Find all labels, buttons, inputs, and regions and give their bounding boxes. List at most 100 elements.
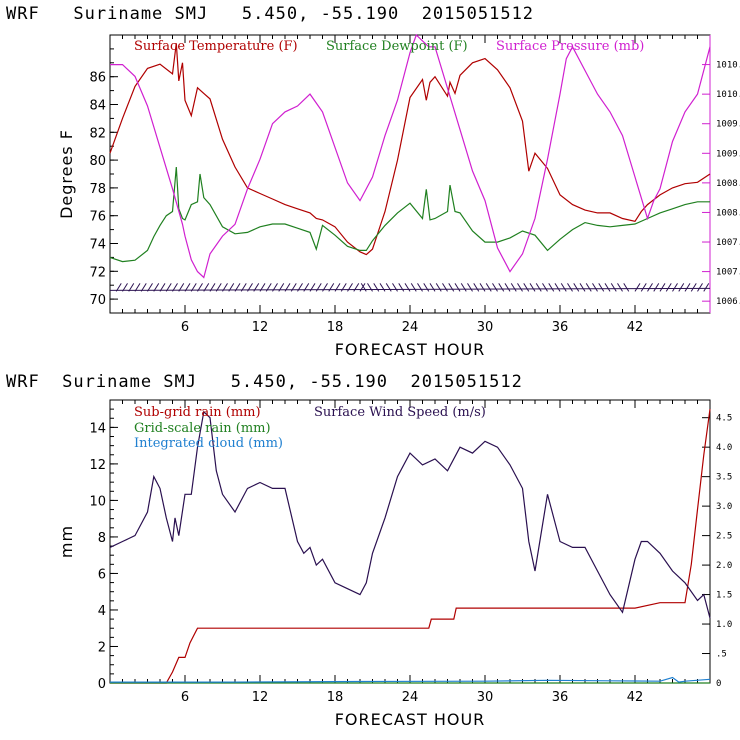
y-tick-label: 82	[89, 126, 106, 141]
y2-tick-label: 1010.0	[716, 90, 740, 100]
wind-barb	[697, 283, 703, 292]
wind-barb	[678, 283, 685, 292]
wind-barb	[140, 283, 147, 292]
wind-barb	[385, 283, 392, 292]
y-tick-label: 76	[89, 210, 106, 225]
chart-header-top: WRF Suriname SMJ 5.450, -55.190 20150515…	[6, 4, 535, 24]
y2-tick-label: 1009.5	[716, 120, 740, 130]
wind-barb	[684, 283, 691, 292]
wind-barb	[284, 283, 291, 292]
series-line-1	[109, 166, 710, 263]
y-tick-label: 86	[89, 71, 106, 86]
wind-barb	[504, 283, 511, 292]
x-tick-label: 12	[252, 320, 269, 335]
wind-barb	[184, 283, 191, 292]
wind-barb	[448, 283, 455, 292]
wind-barb	[328, 283, 335, 292]
y2-tick-label: 2.5	[716, 532, 732, 542]
y-tick-label: 14	[89, 421, 106, 436]
y-tick-label: 70	[89, 293, 106, 308]
wind-barb	[360, 283, 367, 292]
y-tick-label: 78	[89, 182, 106, 197]
wind-barb	[373, 283, 380, 292]
y2-tick-label: 1.0	[716, 620, 732, 630]
wind-barb	[623, 283, 630, 292]
wind-barb	[122, 283, 128, 292]
legend-entry: Sub-grid rain (mm)	[134, 405, 261, 420]
series-line-3	[109, 410, 711, 619]
wind-barb	[398, 283, 405, 292]
y-axis-title: Degrees F	[57, 129, 76, 219]
x-tick-label: 36	[552, 320, 569, 335]
wind-barb	[272, 283, 278, 292]
wind-barb	[153, 283, 160, 292]
wind-barb	[165, 283, 172, 292]
wind-barb	[640, 283, 647, 292]
wind-barb	[454, 283, 461, 292]
y2-tick-label: 4.5	[716, 414, 732, 424]
series-line-0	[110, 409, 711, 684]
legend-entry: Surface Pressure (mb)	[496, 39, 644, 54]
y-axis-title: mm	[57, 525, 76, 558]
wind-barb	[653, 283, 660, 292]
wind-barb	[535, 283, 542, 292]
y-tick-label: 8	[98, 531, 106, 546]
wind-barb	[334, 283, 341, 292]
wind-barb	[479, 283, 486, 292]
wind-barb	[222, 283, 228, 292]
wind-barb	[473, 283, 480, 292]
y2-tick-label: 4.0	[716, 443, 732, 453]
wind-barb	[598, 283, 605, 292]
wind-barb	[510, 283, 517, 292]
wind-barb	[379, 283, 386, 292]
y2-tick-label: 1007.0	[716, 268, 740, 278]
wind-barb	[485, 283, 492, 292]
wind-barb	[253, 283, 260, 292]
wind-barb	[259, 283, 266, 292]
x-tick-label: 24	[402, 690, 419, 705]
x-tick-label: 30	[477, 690, 494, 705]
wind-barb	[498, 283, 505, 292]
y2-tick-label: 1008.5	[716, 179, 740, 189]
wind-barb	[703, 283, 710, 292]
wind-barb	[410, 283, 417, 292]
wind-barb	[517, 283, 523, 292]
y2-tick-label: 1008.0	[716, 208, 740, 218]
wind-barb	[265, 283, 272, 292]
wind-barb	[347, 283, 353, 292]
wind-barb	[297, 283, 303, 292]
wind-barb	[423, 283, 430, 292]
wind-barb	[159, 283, 166, 292]
y2-tick-label: 3.0	[716, 502, 732, 512]
series-line-0	[109, 43, 711, 256]
wind-barb	[203, 283, 210, 292]
wind-barb	[247, 283, 253, 292]
wind-barb	[353, 283, 360, 292]
wind-barb	[610, 283, 617, 292]
wind-barb	[215, 283, 222, 292]
wind-barb	[315, 283, 322, 292]
wind-barb	[359, 283, 366, 292]
wind-barb	[128, 283, 135, 292]
wind-barb	[647, 283, 653, 292]
wind-barb	[278, 283, 285, 292]
legend-entry: Grid-scale rain (mm)	[134, 421, 271, 436]
wind-barb	[367, 283, 373, 292]
y2-tick-label: 0	[716, 679, 721, 689]
y-tick-label: 72	[89, 265, 106, 280]
y2-tick-label: 1.5	[716, 591, 732, 601]
x-axis-title: FORECAST HOUR	[335, 340, 486, 359]
chart-header-bottom: WRF Suriname SMJ 5.450, -55.190 20150515…	[6, 372, 523, 392]
wind-barb	[442, 283, 448, 292]
legend-entry: Integrated cloud (mm)	[134, 436, 283, 451]
wind-barb	[115, 283, 122, 292]
wind-barb	[690, 283, 697, 292]
y-tick-label: 80	[89, 154, 106, 169]
y2-tick-label: 3.5	[716, 473, 732, 483]
y-tick-label: 84	[89, 99, 106, 114]
y-tick-label: 2	[98, 640, 106, 655]
wind-barb	[665, 283, 672, 292]
wind-barb	[492, 283, 498, 292]
wind-barb	[240, 283, 247, 292]
